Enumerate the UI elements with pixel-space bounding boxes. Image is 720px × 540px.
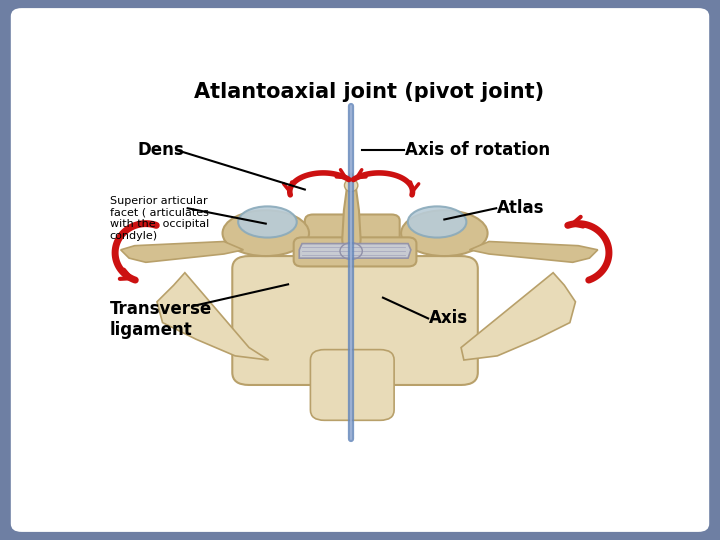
FancyBboxPatch shape [310, 349, 394, 420]
FancyBboxPatch shape [294, 238, 416, 266]
PathPatch shape [157, 273, 269, 360]
Ellipse shape [238, 206, 297, 238]
Ellipse shape [222, 211, 309, 256]
Text: Axis of rotation: Axis of rotation [405, 141, 550, 159]
PathPatch shape [121, 241, 243, 262]
Text: Atlantoaxial joint (pivot joint): Atlantoaxial joint (pivot joint) [194, 82, 544, 102]
PathPatch shape [469, 241, 598, 262]
Ellipse shape [401, 211, 487, 256]
Text: Superior articular
facet ( articulates
with the  occipital
condyle): Superior articular facet ( articulates w… [109, 196, 209, 241]
Ellipse shape [344, 179, 358, 192]
Text: Axis: Axis [429, 309, 469, 327]
Ellipse shape [408, 206, 467, 238]
PathPatch shape [342, 173, 361, 256]
PathPatch shape [300, 244, 411, 258]
FancyBboxPatch shape [233, 256, 478, 385]
FancyBboxPatch shape [305, 214, 400, 246]
Text: Transverse
ligament: Transverse ligament [109, 300, 212, 339]
Text: Atlas: Atlas [498, 199, 545, 217]
Text: Dens: Dens [138, 141, 184, 159]
PathPatch shape [461, 273, 575, 360]
